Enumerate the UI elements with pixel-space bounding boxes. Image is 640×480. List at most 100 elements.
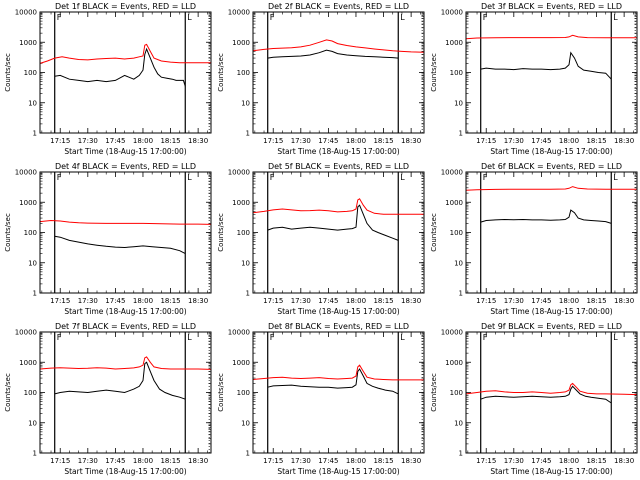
y-tick-label: 1000 <box>19 39 37 47</box>
y-tick-label: 10 <box>28 259 37 267</box>
y-axis-label: Counts/sec <box>4 53 12 92</box>
x-tick-label: 18:00 <box>559 137 579 145</box>
x-tick-label: 18:15 <box>586 297 606 305</box>
x-axis-label: Start Time (18-Aug-15 17:00:00) <box>277 467 399 476</box>
y-tick-label: 1000 <box>19 199 37 207</box>
y-tick-label: 1 <box>459 130 463 138</box>
events-series-line <box>54 361 186 400</box>
x-tick-label: 18:30 <box>188 297 208 305</box>
time-marker-label: L <box>187 13 192 22</box>
time-marker-label: F <box>57 333 62 342</box>
y-tick-label: 10 <box>241 419 250 427</box>
x-tick-label: 18:30 <box>614 457 634 465</box>
x-tick-label: 17:45 <box>531 137 551 145</box>
chart-title: Det 3f BLACK = Events, RED = LLD <box>481 2 622 11</box>
x-tick-label: 18:00 <box>559 457 579 465</box>
x-tick-label: 18:30 <box>401 297 421 305</box>
x-tick-label: 18:15 <box>373 297 393 305</box>
events-series-line <box>480 51 612 80</box>
x-tick-label: 17:30 <box>504 137 524 145</box>
plot-frame <box>465 331 638 454</box>
time-marker-label: L <box>613 173 618 182</box>
panel-2: Det 2f BLACK = Events, RED = LLD Counts/s… <box>217 2 425 156</box>
time-marker-label: F <box>270 333 275 342</box>
time-marker-label: L <box>400 333 405 342</box>
x-axis-label: Start Time (18-Aug-15 17:00:00) <box>64 467 186 476</box>
y-tick-label: 1000 <box>445 359 463 367</box>
chart-title: Det 7f BLACK = Events, RED = LLD <box>55 322 196 331</box>
x-axis-label: Start Time (18-Aug-15 17:00:00) <box>490 307 612 316</box>
x-tick-label: 17:45 <box>105 297 125 305</box>
y-tick-label: 10000 <box>15 329 37 337</box>
y-tick-label: 10000 <box>228 169 250 177</box>
y-tick-label: 10000 <box>228 329 250 337</box>
chart-title: Det 4f BLACK = Events, RED = LLD <box>55 162 196 171</box>
y-tick-label: 1000 <box>19 359 37 367</box>
time-marker-label: F <box>483 13 488 22</box>
y-tick-label: 10 <box>28 99 37 107</box>
x-tick-label: 17:30 <box>291 457 311 465</box>
lld-series-line <box>252 364 424 381</box>
panel-9: Det 9f BLACK = Events, RED = LLD Counts/s… <box>430 322 638 476</box>
time-marker-label: F <box>57 13 62 22</box>
y-tick-label: 1000 <box>232 359 250 367</box>
panel-3: Det 3f BLACK = Events, RED = LLD Counts/s… <box>430 2 638 156</box>
time-marker-label: F <box>270 13 275 22</box>
y-tick-label: 10000 <box>441 329 463 337</box>
panel-6: Det 6f BLACK = Events, RED = LLD Counts/s… <box>430 162 638 316</box>
y-tick-label: 100 <box>450 389 463 397</box>
x-tick-label: 17:30 <box>504 457 524 465</box>
panel-7: Det 7f BLACK = Events, RED = LLD Counts/s… <box>4 322 212 476</box>
x-tick-label: 17:30 <box>291 297 311 305</box>
y-tick-label: 10000 <box>15 9 37 17</box>
plot-frame <box>465 11 638 134</box>
y-tick-label: 10000 <box>441 9 463 17</box>
x-tick-label: 17:15 <box>50 297 70 305</box>
x-axis-label: Start Time (18-Aug-15 17:00:00) <box>277 307 399 316</box>
x-tick-label: 17:30 <box>78 457 98 465</box>
x-tick-label: 17:15 <box>476 297 496 305</box>
x-tick-label: 18:00 <box>133 137 153 145</box>
y-tick-label: 10 <box>28 419 37 427</box>
time-marker-label: L <box>400 173 405 182</box>
y-tick-label: 1 <box>33 130 37 138</box>
y-axis-label: Counts/sec <box>217 53 225 92</box>
y-tick-label: 1 <box>246 290 250 298</box>
time-marker-label: L <box>400 13 405 22</box>
x-tick-label: 18:00 <box>559 297 579 305</box>
lld-series-line <box>39 43 211 64</box>
x-tick-label: 18:30 <box>188 137 208 145</box>
x-tick-label: 18:15 <box>586 137 606 145</box>
x-tick-label: 17:45 <box>531 297 551 305</box>
lld-series-line <box>465 382 638 396</box>
x-tick-label: 17:45 <box>318 137 338 145</box>
x-tick-label: 17:45 <box>105 457 125 465</box>
chart-title: Det 2f BLACK = Events, RED = LLD <box>268 2 409 11</box>
y-axis-label: Counts/sec <box>430 373 438 412</box>
plot-frame <box>465 171 638 294</box>
y-tick-label: 100 <box>237 229 250 237</box>
x-tick-label: 18:00 <box>346 457 366 465</box>
x-tick-label: 18:15 <box>373 457 393 465</box>
x-tick-label: 17:45 <box>318 297 338 305</box>
x-tick-label: 18:15 <box>373 137 393 145</box>
panel-1: Det 1f BLACK = Events, RED = LLD Counts/s… <box>4 2 212 156</box>
plot-frame <box>252 171 425 294</box>
events-series-line <box>267 49 399 59</box>
x-axis-label: Start Time (18-Aug-15 17:00:00) <box>64 147 186 156</box>
y-axis-label: Counts/sec <box>4 213 12 252</box>
y-tick-label: 1 <box>33 290 37 298</box>
y-axis-label: Counts/sec <box>217 373 225 412</box>
x-tick-label: 17:15 <box>50 457 70 465</box>
x-tick-label: 17:15 <box>263 297 283 305</box>
y-tick-label: 10 <box>454 259 463 267</box>
x-tick-label: 18:30 <box>188 457 208 465</box>
y-tick-label: 1000 <box>445 39 463 47</box>
panel-8: Det 8f BLACK = Events, RED = LLD Counts/s… <box>217 322 425 476</box>
time-marker-label: L <box>613 333 618 342</box>
time-marker-label: L <box>613 13 618 22</box>
time-marker-label: F <box>483 333 488 342</box>
chart-title: Det 5f BLACK = Events, RED = LLD <box>268 162 409 171</box>
x-tick-label: 18:15 <box>586 457 606 465</box>
